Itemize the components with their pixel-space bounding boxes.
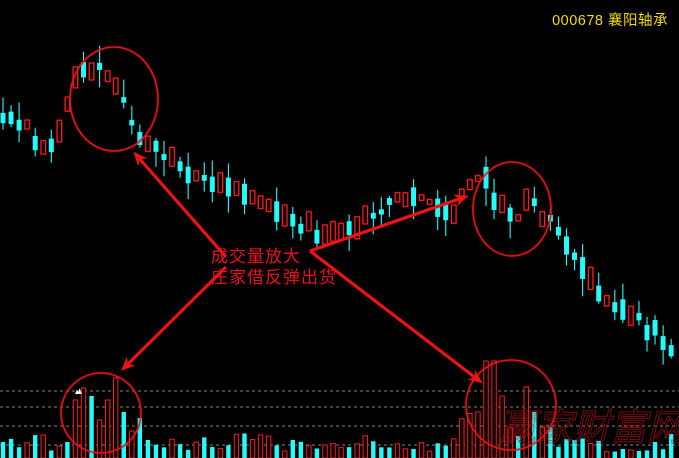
svg-text:赢家财富网: 赢家财富网 <box>499 408 679 449</box>
